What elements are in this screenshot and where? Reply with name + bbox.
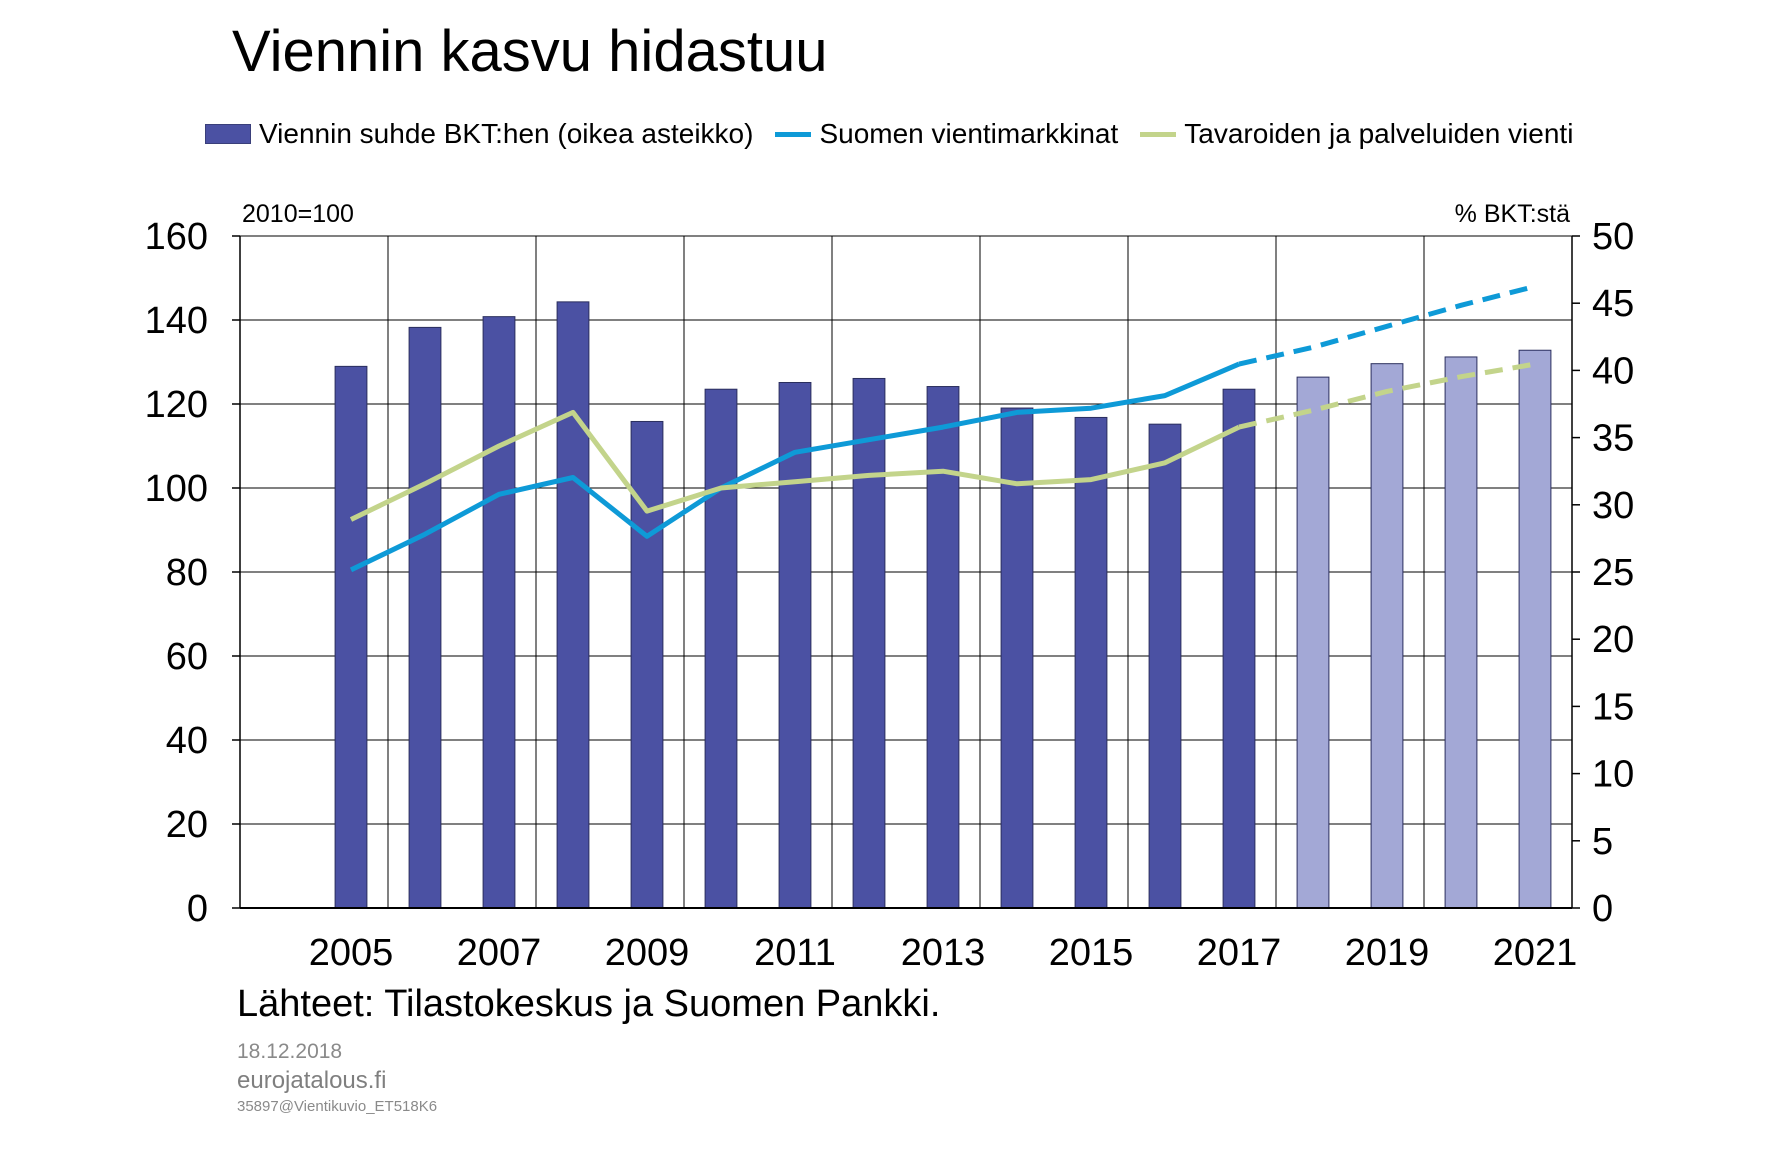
footer-date: 18.12.2018: [237, 1040, 343, 1063]
tick-label-x: 2009: [605, 932, 690, 974]
bar: [1222, 388, 1256, 909]
bar: [926, 386, 960, 909]
tick-label-right: 25: [1592, 552, 1634, 594]
tick-label-left: 160: [145, 216, 208, 258]
legend-item-exports: Tavaroiden ja palveluiden vienti: [1140, 118, 1573, 150]
legend-label-markets: Suomen vientimarkkinat: [819, 118, 1119, 149]
tick-label-left: 40: [166, 720, 208, 762]
bar: [1000, 407, 1034, 909]
tick-label-right: 5: [1592, 821, 1613, 863]
tick-label-left: 80: [166, 552, 208, 594]
tick-label-x: 2015: [1049, 932, 1134, 974]
tick-label-right: 45: [1592, 283, 1634, 325]
tick-label-x: 2017: [1197, 932, 1282, 974]
axis-label-left: 2010=100: [242, 200, 354, 228]
tick-label-right: 50: [1592, 216, 1634, 258]
bar: [1148, 423, 1182, 909]
series-line-exports-forecast: [1238, 361, 1536, 430]
tick-label-right: 0: [1592, 888, 1613, 930]
tick-label-right: 15: [1592, 686, 1634, 728]
legend-label-bar: Viennin suhde BKT:hen (oikea asteikko): [259, 118, 754, 149]
tick-label-x: 2013: [901, 932, 986, 974]
bar: [1074, 416, 1108, 909]
bar: [556, 301, 590, 909]
tick-label-left: 20: [166, 804, 208, 846]
tick-label-right: 35: [1592, 418, 1634, 460]
series-line-exports: [349, 409, 1241, 522]
tick-label-x: 2005: [309, 932, 394, 974]
bar: [1444, 356, 1478, 909]
tick-label-left: 0: [187, 888, 208, 930]
tick-label-right: 10: [1592, 754, 1634, 796]
legend-item-bar: Viennin suhde BKT:hen (oikea asteikko): [205, 118, 753, 150]
bar: [778, 381, 812, 909]
bar: [334, 365, 368, 909]
legend-swatch-exports: [1140, 131, 1177, 137]
axis-label-right: % BKT:stä: [1455, 200, 1570, 228]
bar: [1518, 349, 1552, 909]
tick-label-left: 140: [145, 300, 208, 342]
tick-label-right: 20: [1592, 619, 1634, 661]
tick-label-right: 30: [1592, 485, 1634, 527]
tick-label-right: 40: [1592, 350, 1634, 392]
tick-label-left: 60: [166, 636, 208, 678]
legend-swatch-markets: [775, 131, 812, 137]
legend-item-markets: Suomen vientimarkkinat: [775, 118, 1118, 150]
bar: [1296, 376, 1330, 909]
legend-label-exports: Tavaroiden ja palveluiden vienti: [1184, 118, 1574, 149]
series-line-markets-forecast: [1238, 283, 1536, 367]
bar: [408, 326, 442, 909]
bar: [630, 420, 664, 909]
legend-swatch-bar: [205, 124, 251, 144]
chart-title: Viennin kasvu hidastuu: [232, 19, 828, 84]
bar: [852, 377, 886, 909]
tick-label-x: 2011: [754, 932, 836, 974]
tick-label-left: 100: [145, 468, 208, 510]
tick-label-x: 2007: [457, 932, 542, 974]
series-line-markets: [349, 361, 1240, 573]
tick-label-x: 2021: [1493, 932, 1578, 974]
footer-source: Lähteet: Tilastokeskus ja Suomen Pankki.: [237, 983, 941, 1025]
footer-code: 35897@Vientikuvio_ET518K6: [237, 1098, 438, 1115]
bar: [482, 316, 516, 909]
footer-site: eurojatalous.fi: [237, 1067, 387, 1094]
tick-label-left: 120: [145, 384, 208, 426]
tick-label-x: 2019: [1345, 932, 1430, 974]
bar: [704, 388, 738, 909]
bar: [1370, 363, 1404, 909]
legend: Viennin suhde BKT:hen (oikea asteikko) S…: [205, 118, 1595, 150]
